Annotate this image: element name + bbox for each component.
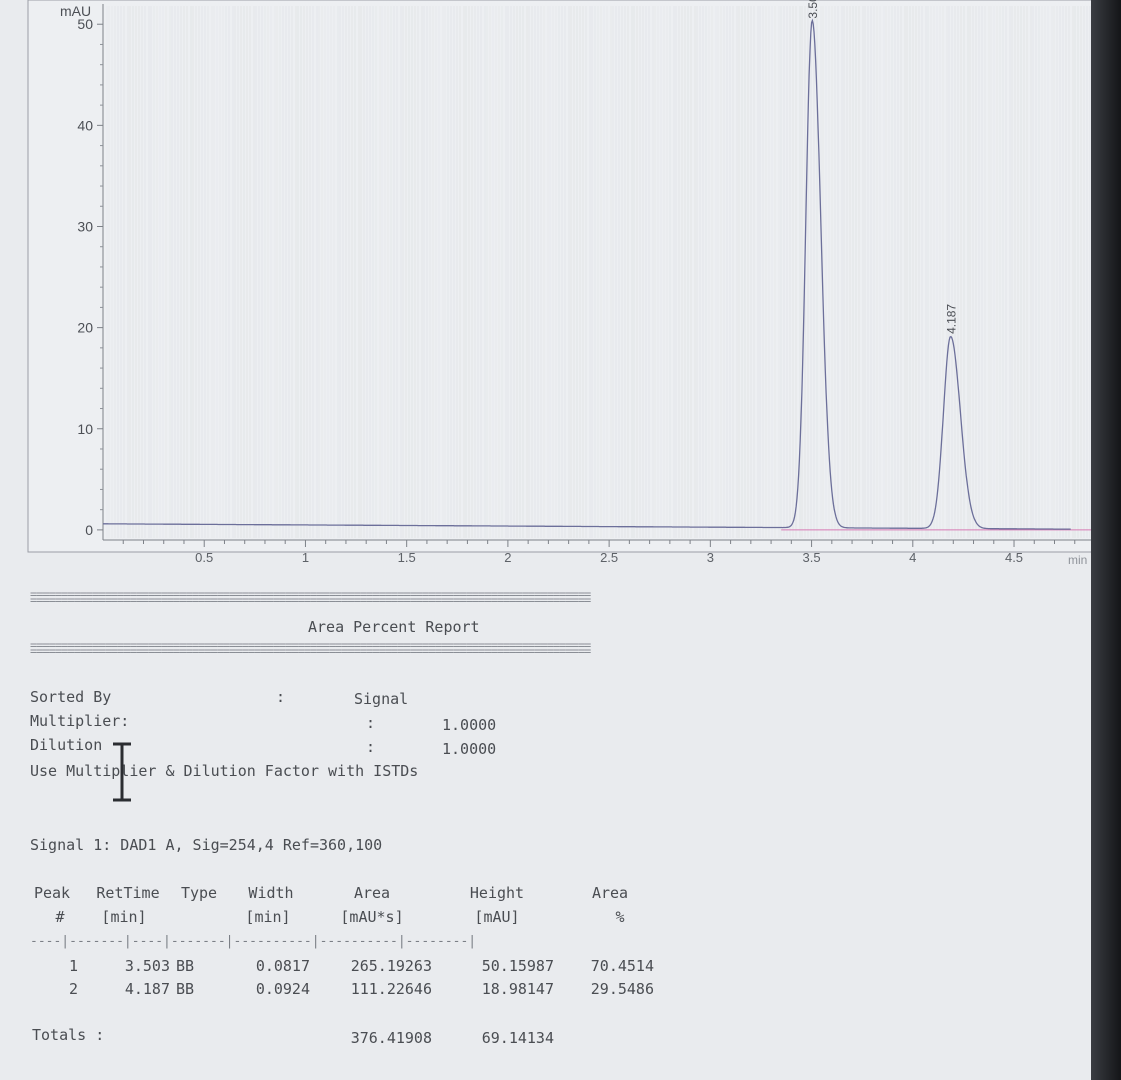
signal-description: Signal 1: DAD1 A, Sig=254,4 Ref=360,100 bbox=[30, 836, 383, 854]
y-axis-ticks: 0 10 20 30 40 50 bbox=[77, 16, 103, 538]
dilution-value: 1.0000 bbox=[442, 740, 497, 758]
peak-label: 4.187 bbox=[945, 304, 959, 334]
separator-bottom: ========================================… bbox=[30, 642, 591, 654]
cell-area-pct: 70.4514 bbox=[590, 957, 654, 975]
multiplier-colon: : bbox=[366, 714, 376, 732]
header-rettime: RetTime bbox=[96, 884, 160, 902]
cell-width: 0.0924 bbox=[255, 980, 310, 998]
x-tick-label: 3.5 bbox=[803, 550, 821, 565]
multiplier-label: Multiplier: bbox=[30, 712, 130, 730]
cell-width: 0.0817 bbox=[255, 957, 310, 975]
header-peak-unit: # bbox=[55, 908, 65, 926]
monitor-bezel bbox=[1091, 0, 1121, 1080]
screen-moire-texture bbox=[106, 6, 1095, 538]
header-area-unit: [mAU*s] bbox=[340, 908, 404, 926]
sorted-by-value: Signal bbox=[354, 690, 409, 708]
x-tick-label: 4.5 bbox=[1005, 550, 1023, 565]
cell-rettime: 3.503 bbox=[124, 957, 170, 975]
peak-label: 3.503 bbox=[806, 0, 820, 19]
x-tick-label: 2 bbox=[504, 550, 511, 565]
header-width: Width bbox=[248, 884, 294, 902]
x-tick-label: 1 bbox=[302, 550, 309, 565]
sorted-by-label: Sorted By bbox=[30, 688, 112, 706]
y-tick-label: 20 bbox=[77, 320, 93, 336]
cell-peak: 1 bbox=[68, 957, 78, 975]
totals-area: 376.41908 bbox=[350, 1029, 432, 1047]
cell-area: 265.19263 bbox=[350, 957, 432, 975]
header-height: Height bbox=[469, 884, 525, 902]
header-area-pct: Area bbox=[591, 884, 629, 902]
istd-note: Use Multiplier & Dilution Factor with IS… bbox=[30, 762, 419, 780]
signal-trace bbox=[103, 18, 1071, 530]
cell-area-pct: 29.5486 bbox=[590, 980, 654, 998]
header-width-unit: [min] bbox=[245, 908, 291, 926]
cell-rettime: 4.187 bbox=[124, 980, 170, 998]
y-tick-label: 40 bbox=[77, 117, 93, 133]
header-height-unit: [mAU] bbox=[474, 908, 520, 926]
totals-height: 69.14134 bbox=[481, 1029, 554, 1047]
multiplier-value: 1.0000 bbox=[442, 716, 497, 734]
header-area: Area bbox=[353, 884, 391, 902]
table-dash-line: ----|-------|----|-------|----------|---… bbox=[30, 934, 477, 949]
peak-labels: 3.503 4.187 bbox=[806, 0, 958, 334]
x-tick-label: 4 bbox=[909, 550, 916, 565]
header-area-pct-unit: % bbox=[615, 908, 625, 926]
y-tick-label: 10 bbox=[77, 421, 93, 437]
cell-peak: 2 bbox=[68, 980, 78, 998]
cell-area: 111.22646 bbox=[350, 980, 432, 998]
x-tick-label: 3 bbox=[707, 550, 714, 565]
y-tick-label: 30 bbox=[77, 218, 93, 234]
y-tick-label: 50 bbox=[77, 16, 93, 32]
sorted-by-colon: : bbox=[276, 688, 286, 706]
header-type: Type bbox=[180, 884, 218, 902]
x-tick-label: 2.5 bbox=[600, 550, 618, 565]
header-rettime-unit: [min] bbox=[101, 908, 147, 926]
y-tick-label: 0 bbox=[85, 522, 93, 538]
y-axis-label: mAU bbox=[60, 3, 91, 19]
text-cursor-icon bbox=[113, 742, 131, 802]
separator-top: ========================================… bbox=[30, 591, 591, 603]
cell-type: BB bbox=[176, 957, 195, 975]
x-axis-label: min bbox=[1068, 553, 1087, 567]
dilution-label: Dilution bbox=[30, 736, 103, 754]
header-peak: Peak bbox=[33, 884, 71, 902]
x-tick-label: 1.5 bbox=[398, 550, 416, 565]
totals-label: Totals : bbox=[32, 1026, 105, 1044]
cell-type: BB bbox=[176, 980, 195, 998]
x-tick-label: 0.5 bbox=[195, 550, 213, 565]
x-axis-ticks: 0.5 1 1.5 2 2.5 3 3.5 4 4.5 bbox=[122, 540, 1096, 565]
cell-height: 18.98147 bbox=[481, 980, 554, 998]
report-title: Area Percent Report bbox=[308, 618, 480, 636]
dilution-colon: : bbox=[366, 738, 376, 756]
plot-frame bbox=[27, 0, 1099, 553]
cell-height: 50.15987 bbox=[481, 957, 554, 975]
